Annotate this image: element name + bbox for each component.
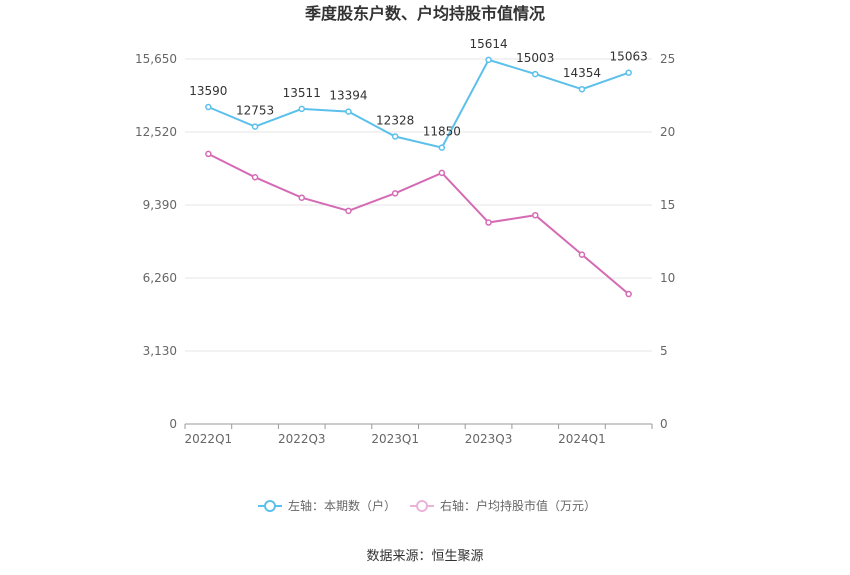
data-label: 12328 bbox=[376, 113, 414, 127]
right-axis-tick-label: 0 bbox=[660, 417, 668, 431]
legend[interactable]: 左轴：本期数（户） 右轴：户均持股市值（万元） bbox=[258, 498, 596, 513]
data-label: 15003 bbox=[516, 51, 554, 65]
axes: 0 3,130 6,260 9,390 12,520 15,650 0 5 10 15 20 25 20… bbox=[135, 52, 675, 446]
data-point[interactable] bbox=[532, 70, 539, 78]
right-axis-tick-label: 10 bbox=[660, 271, 675, 285]
data-point[interactable] bbox=[298, 194, 305, 201]
left-axis-tick-label: 9,390 bbox=[143, 198, 177, 212]
data-label: 15614 bbox=[469, 37, 507, 51]
data-point[interactable] bbox=[438, 169, 446, 177]
data-label: 13394 bbox=[329, 89, 367, 103]
data-point[interactable] bbox=[485, 56, 492, 64]
data-label: 14354 bbox=[563, 66, 601, 80]
legend-marker-icon bbox=[416, 500, 428, 512]
data-point[interactable] bbox=[391, 133, 399, 140]
data-point[interactable] bbox=[251, 123, 259, 130]
left-axis-tick-label: 0 bbox=[169, 417, 177, 431]
data-point[interactable] bbox=[298, 105, 305, 113]
legend-marker-icon bbox=[264, 500, 276, 512]
chart-title: 季度股东户数、户均持股市值情况 bbox=[304, 4, 545, 23]
x-axis-tick-label: 2023Q1 bbox=[371, 432, 419, 446]
data-point[interactable] bbox=[578, 251, 586, 258]
data-point[interactable] bbox=[205, 103, 212, 111]
legend-label: 右轴：户均持股市值（万元） bbox=[440, 498, 596, 513]
left-axis-tick-label: 12,520 bbox=[135, 125, 177, 139]
legend-label: 左轴：本期数（户） bbox=[288, 498, 396, 513]
right-axis-tick-label: 25 bbox=[660, 52, 675, 66]
source-note: 数据来源：恒生聚源 bbox=[366, 549, 483, 564]
x-axis-tick-label: 2022Q1 bbox=[185, 432, 233, 446]
data-point[interactable] bbox=[532, 211, 539, 219]
x-axis-tick-label: 2023Q3 bbox=[465, 432, 513, 446]
right-axis-tick-label: 20 bbox=[660, 125, 675, 139]
data-point[interactable] bbox=[438, 144, 446, 151]
data-label: 12753 bbox=[236, 104, 274, 118]
legend-item-0[interactable]: 左轴：本期数（户） bbox=[258, 498, 396, 513]
data-point[interactable] bbox=[485, 219, 492, 226]
right-axis-tick-label: 15 bbox=[660, 198, 675, 212]
data-point[interactable] bbox=[625, 290, 632, 298]
grid bbox=[185, 58, 652, 352]
left-axis-tick-label: 15,650 bbox=[135, 52, 177, 66]
data-point[interactable] bbox=[345, 207, 352, 215]
data-label: 13511 bbox=[283, 86, 321, 100]
data-label: 11850 bbox=[423, 125, 461, 139]
data-point[interactable] bbox=[625, 69, 632, 76]
data-label: 15063 bbox=[610, 50, 648, 64]
series bbox=[205, 56, 632, 298]
data-point[interactable] bbox=[205, 150, 212, 158]
right-axis-tick-label: 5 bbox=[660, 344, 668, 358]
left-axis-tick-label: 6,260 bbox=[143, 271, 177, 285]
data-point[interactable] bbox=[578, 85, 586, 93]
data-point[interactable] bbox=[391, 190, 399, 197]
series-line-1 bbox=[207, 153, 630, 295]
data-point[interactable] bbox=[345, 108, 352, 115]
series-line-0 bbox=[207, 58, 630, 149]
legend-item-1[interactable]: 右轴：户均持股市值（万元） bbox=[410, 498, 596, 513]
data-label: 13590 bbox=[189, 84, 227, 98]
x-axis-tick-label: 2024Q1 bbox=[558, 432, 606, 446]
x-axis-tick-label: 2022Q3 bbox=[278, 432, 326, 446]
left-axis-tick-label: 3,130 bbox=[143, 344, 177, 358]
data-point[interactable] bbox=[251, 174, 259, 181]
data-labels: 13590 12753 13511 13394 12328 11850 15614 15003… bbox=[189, 37, 647, 139]
